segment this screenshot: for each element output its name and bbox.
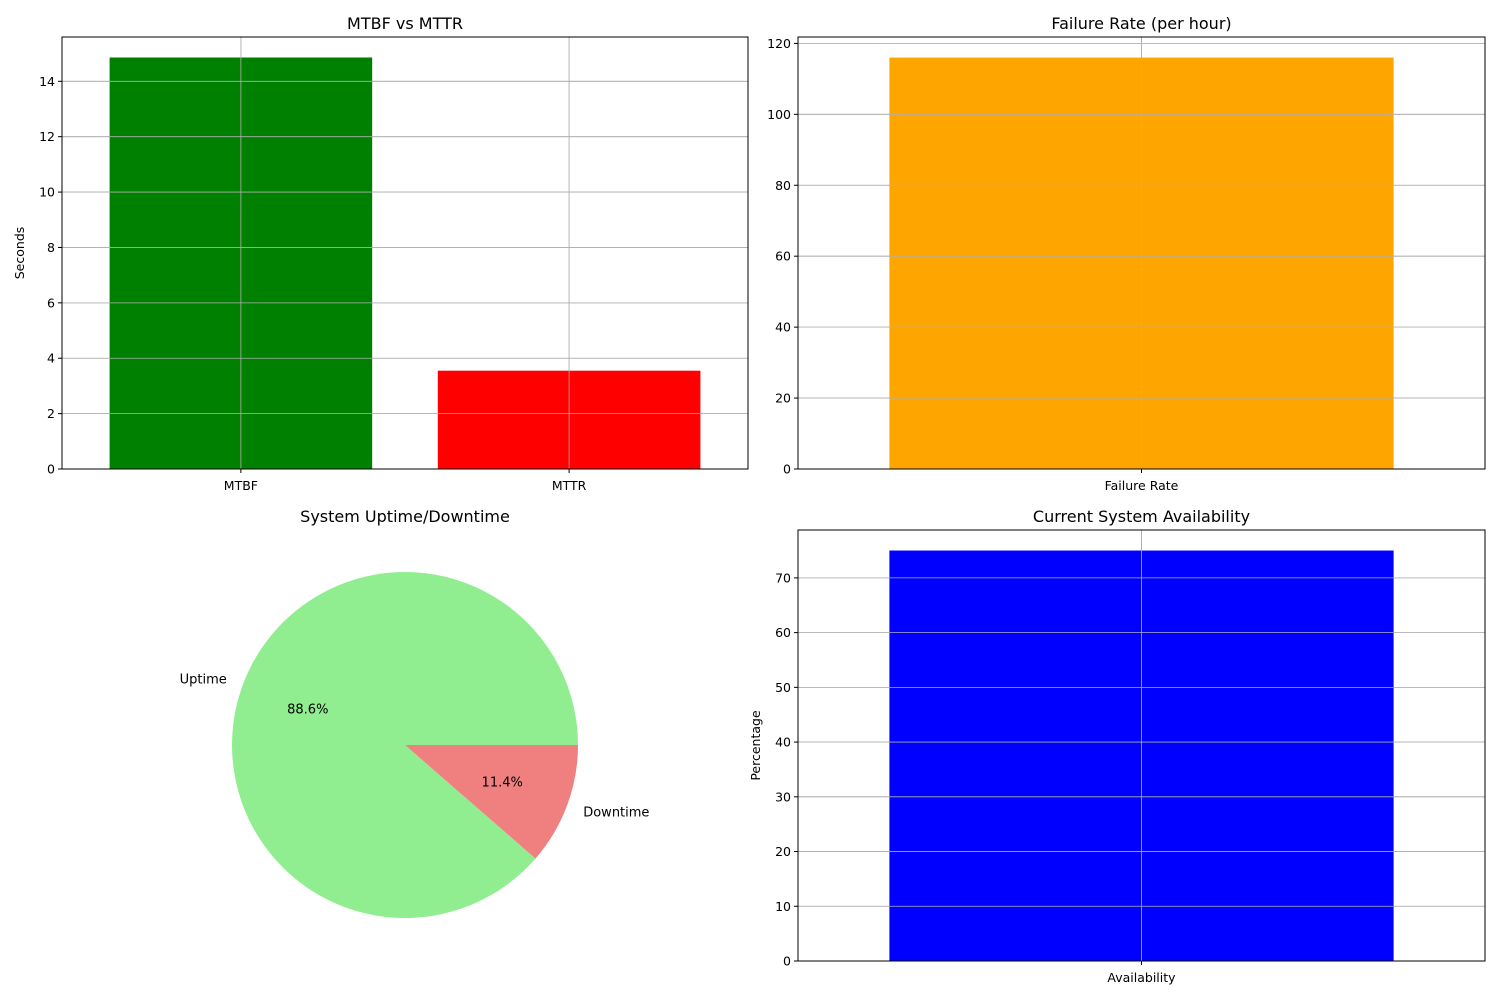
ytick-label: 20 bbox=[775, 391, 791, 406]
ytick-label: 80 bbox=[775, 178, 791, 193]
ytick-label: 6 bbox=[47, 295, 55, 310]
ytick-label: 120 bbox=[767, 36, 791, 51]
failure-rate-chart: 0 20 40 60 80 100 120 Failure Rate Failure Rate … bbox=[767, 14, 1486, 493]
ytick-label: 50 bbox=[775, 680, 791, 695]
ytick-label: 2 bbox=[47, 406, 55, 421]
pie-label: Uptime bbox=[180, 672, 227, 687]
chart-title: System Uptime/Downtime bbox=[300, 507, 510, 526]
chart-title: Current System Availability bbox=[1033, 507, 1250, 526]
ytick-label: 10 bbox=[775, 899, 791, 914]
ytick-label: 14 bbox=[39, 74, 55, 89]
axes-frame bbox=[61, 36, 749, 470]
ytick-label: 0 bbox=[783, 954, 791, 969]
ytick-label: 10 bbox=[39, 185, 55, 200]
pie-percent-label: 11.4% bbox=[482, 775, 523, 790]
ytick-label: 40 bbox=[775, 735, 791, 750]
xtick-label: Failure Rate bbox=[1105, 478, 1179, 493]
ytick-label: 60 bbox=[775, 249, 791, 264]
y-axis-label: Seconds bbox=[12, 227, 27, 280]
ytick-label: 0 bbox=[783, 462, 791, 477]
ytick-label: 30 bbox=[775, 789, 791, 804]
ytick-label: 100 bbox=[767, 107, 791, 122]
ytick-label: 12 bbox=[39, 129, 55, 144]
xtick-label: MTBF bbox=[224, 478, 258, 493]
xtick-label: Availability bbox=[1107, 970, 1176, 985]
chart-title: Failure Rate (per hour) bbox=[1051, 14, 1231, 33]
uptime-downtime-pie: Uptime 88.6% Downtime 11.4% System Uptime/Do… bbox=[180, 507, 649, 918]
mtbf-mttr-chart: 0 2 4 6 8 10 12 14 MTBF MTTR MTBF vs MTTR Seconds bbox=[12, 14, 749, 493]
pie-percent-label: 88.6% bbox=[287, 703, 328, 718]
ytick-label: 40 bbox=[775, 320, 791, 335]
pie-slice-downtime bbox=[405, 745, 578, 859]
ytick-label: 60 bbox=[775, 625, 791, 640]
ytick-label: 20 bbox=[775, 844, 791, 859]
ytick-label: 8 bbox=[47, 240, 55, 255]
availability-chart: 0 10 20 30 40 50 60 70 Availability Current Syste… bbox=[748, 507, 1486, 985]
chart-title: MTBF vs MTTR bbox=[347, 14, 463, 33]
ytick-label: 4 bbox=[47, 351, 55, 366]
y-axis-label: Percentage bbox=[748, 710, 763, 781]
ytick-label: 0 bbox=[47, 462, 55, 477]
pie-label: Downtime bbox=[583, 806, 649, 821]
xtick-label: MTTR bbox=[552, 478, 587, 493]
ytick-label: 70 bbox=[775, 570, 791, 585]
